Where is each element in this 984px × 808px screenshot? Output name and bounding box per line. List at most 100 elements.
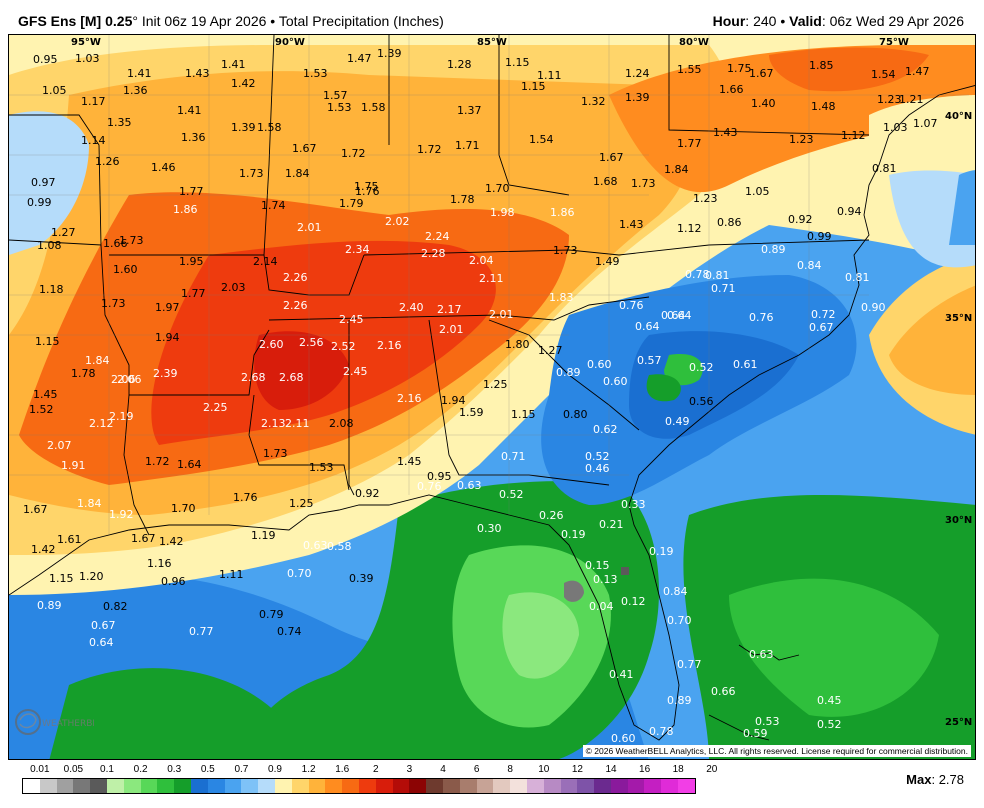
precip-value-label: 2.26 <box>283 271 308 284</box>
lon-label-80w: 80°W <box>679 37 709 48</box>
precip-value-label: 1.08 <box>37 239 62 252</box>
coastline <box>9 85 975 741</box>
legend-swatch <box>39 779 57 793</box>
precip-value-label: 2.01 <box>297 221 322 234</box>
county-grid <box>9 35 969 535</box>
legend-swatch <box>493 779 511 793</box>
precip-value-label: 1.35 <box>107 116 132 129</box>
precip-value-label: 1.49 <box>595 255 620 268</box>
precip-value-label: 1.48 <box>811 100 836 113</box>
state-line-ky-tn <box>363 239 870 256</box>
state-line-pa <box>668 35 870 136</box>
precip-value-label: 2.13 <box>261 417 286 430</box>
precip-value-label: 1.27 <box>51 226 76 239</box>
init-time: Init 06z 19 Apr 2026 <box>141 13 267 29</box>
precip-value-label: 1.47 <box>347 52 372 65</box>
precip-value-label: 2.68 <box>241 371 266 384</box>
precip-value-label: 1.15 <box>521 80 546 93</box>
precip-value-label: 0.63 <box>457 479 482 492</box>
legend-swatch <box>274 779 292 793</box>
max-number: : 2.78 <box>931 772 964 787</box>
precip-value-label: 0.60 <box>611 732 636 745</box>
legend-tick-label: 0.1 <box>100 764 114 775</box>
precip-value-label: 0.59 <box>743 727 768 740</box>
carolina-green-spot <box>664 354 703 386</box>
precip-value-label: 2.01 <box>439 323 464 336</box>
map-canvas: 95°W 90°W 85°W 80°W 75°W 40°N 35°N 30°N … <box>9 35 975 759</box>
precip-value-label: 2.52 <box>331 340 356 353</box>
precip-value-label: 0.63 <box>303 539 328 552</box>
legend-tick-label: 20 <box>706 764 718 775</box>
state-line-mo-il <box>263 35 275 256</box>
precip-value-label: 1.76 <box>233 491 258 504</box>
lat-label-30n: 30°N <box>945 515 972 526</box>
legend-swatch <box>106 779 124 793</box>
legend-swatch <box>610 779 628 793</box>
lat-label-35n: 35°N <box>945 313 972 324</box>
lat-label-25n: 25°N <box>945 717 972 728</box>
precip-max-core <box>254 331 349 410</box>
precip-value-label: 0.89 <box>556 366 581 379</box>
state-line-ms-al <box>348 320 355 496</box>
legend-swatch <box>207 779 225 793</box>
precip-value-label: 2.26 <box>283 299 308 312</box>
precip-value-label: 0.63 <box>749 648 774 661</box>
precip-value-label: 1.58 <box>257 121 282 134</box>
legend-swatch <box>258 779 275 793</box>
precip-value-label: 0.46 <box>585 462 610 475</box>
precip-value-label: 2.06 <box>117 373 142 386</box>
precip-value-label: 0.71 <box>501 450 526 463</box>
legend-swatch <box>409 779 427 793</box>
precip-value-label: 0.19 <box>649 545 674 558</box>
precip-value-label: 1.41 <box>127 67 152 80</box>
atlantic-green-light <box>729 578 939 717</box>
precip-value-label: 2.28 <box>421 247 446 260</box>
precip-value-label: 0.89 <box>761 243 786 256</box>
precip-value-label: 1.80 <box>505 338 530 351</box>
precip-value-label: 1.05 <box>745 185 770 198</box>
precip-value-label: 1.74 <box>261 199 286 212</box>
precip-value-label: 2.06 <box>111 373 136 386</box>
precip-value-label: 1.59 <box>459 406 484 419</box>
precip-value-label: 1.75 <box>354 180 379 193</box>
precip-value-label: 1.15 <box>505 56 530 69</box>
precip-value-label: 0.74 <box>277 625 302 638</box>
precip-value-label: 0.70 <box>667 614 692 627</box>
precip-value-label: 1.53 <box>303 67 328 80</box>
precip-value-label: 1.68 <box>593 175 618 188</box>
precip-value-label: 2.45 <box>339 313 364 326</box>
legend-tick-label: 0.5 <box>200 764 215 775</box>
county-lines <box>9 35 969 535</box>
legend-tick-label: 1.6 <box>335 764 350 775</box>
precip-value-label: 1.42 <box>31 543 56 556</box>
precip-value-label: 0.89 <box>667 694 692 707</box>
lake-okeechobee <box>564 580 584 602</box>
legend-swatch <box>241 779 259 793</box>
legend-tick-label: 0.05 <box>63 764 84 775</box>
legend-swatch <box>358 779 376 793</box>
precip-value-label: 1.67 <box>749 67 774 80</box>
valid-value: : 06z Wed 29 Apr 2026 <box>821 13 964 29</box>
legend-swatch <box>577 779 595 793</box>
precip-value-label: 0.33 <box>621 498 646 511</box>
legend-tick-label: 0.2 <box>133 764 148 775</box>
precip-value-label: 1.75 <box>727 62 752 75</box>
legend-swatch <box>291 779 309 793</box>
precip-value-label: 2.02 <box>385 215 410 228</box>
precip-value-label: 1.20 <box>79 570 104 583</box>
precip-value-label: 1.14 <box>81 134 106 147</box>
header-valid: Hour: 240 • Valid: 06z Wed 29 Apr 2026 <box>713 13 964 29</box>
small-lake <box>621 567 629 575</box>
precip-value-label: 1.77 <box>677 137 702 150</box>
precip-value-label: 0.41 <box>609 668 634 681</box>
precip-value-label: 0.90 <box>861 301 886 314</box>
legend-tick-label: 6 <box>473 764 480 775</box>
precip-value-label: 1.12 <box>677 222 702 235</box>
precip-value-label: 1.27 <box>538 344 563 357</box>
precip-value-label: 1.58 <box>361 101 386 114</box>
precip-value-label: 1.23 <box>789 133 814 146</box>
legend-swatch <box>342 779 359 793</box>
legend-swatch <box>23 779 40 793</box>
legend-swatch <box>510 779 527 793</box>
precip-value-label: 0.99 <box>807 230 832 243</box>
